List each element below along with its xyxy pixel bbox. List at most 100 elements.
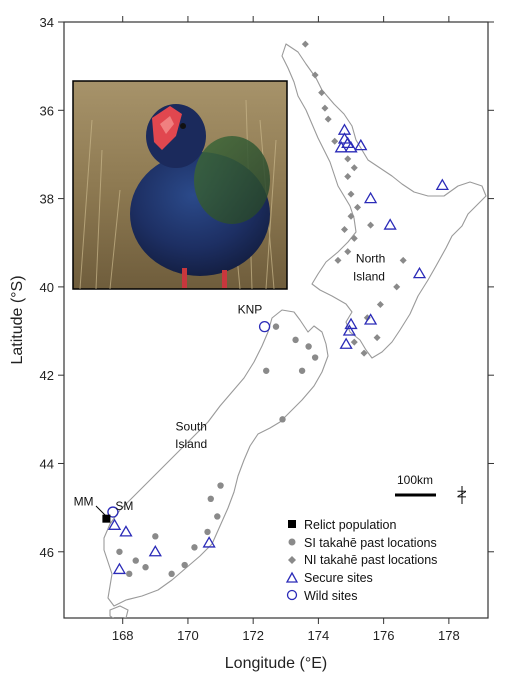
south-island-coastline [103,309,329,607]
si-past-location-18 [142,564,149,571]
wild-site-1 [107,506,119,518]
si-past-location-2 [305,343,312,350]
ni-past-location-15 [334,256,342,264]
ni-past-location-3 [321,104,329,112]
ni-past-location-8 [344,173,352,181]
legend-symbol-triangle [285,571,299,583]
takahe-photo-inset [72,80,288,290]
x-tick-label-5: 178 [438,628,460,643]
si-past-location-15 [132,557,139,564]
ni-past-location-18 [393,283,401,291]
si-past-location-0 [272,323,280,330]
y-axis-title: Latitude (°S) [9,275,26,364]
axes: 168 170 172 174 176 178 34 36 38 40 42 44 46 [40,15,494,643]
x-tick-label-2: 172 [242,628,264,643]
secure-site-16 [112,562,127,575]
ni-past-location-7 [350,164,358,172]
si-past-location-17 [116,548,123,555]
si-past-location-16 [126,570,133,578]
ni-past-location-22 [360,349,368,357]
y-tick-label-2: 38 [40,192,54,207]
scale-bar: 100km [395,473,436,497]
si-past-location-13 [168,570,175,578]
ni-past-location-4 [324,115,332,123]
x-axis-title: Longitude (°E) [225,655,327,672]
ni-past-location-12 [340,225,348,233]
ni-past-location-5 [331,137,339,145]
label-sm: SM [115,499,133,513]
si-past-location-9 [214,513,221,520]
label-north-island: Island [353,269,385,283]
ni-past-location-2 [318,89,326,97]
relict-population-0 [102,514,111,523]
secure-site-4 [344,141,358,153]
north-island-coastline [281,43,487,359]
secure-site-13 [339,337,353,349]
secure-site-9 [412,266,427,279]
si-past-location-7 [217,482,224,489]
secure-site-12 [342,324,357,336]
x-tick-label-3: 174 [308,628,330,643]
wild-site-0 [258,320,271,333]
legend-symbol-square [288,520,296,528]
legend-symbol-circle [286,589,298,601]
y-tick-label-1: 36 [40,103,54,118]
label-knp: KNP [238,302,263,316]
si-past-location-8 [207,495,214,502]
label-south: South [176,419,207,433]
si-past-location-1 [292,336,299,344]
si-past-location-5 [263,367,270,374]
secure-site-15 [119,525,133,537]
ni-past-location-1 [311,71,319,79]
ni-past-location-23 [350,338,358,346]
legend-label-secure: Secure sites [304,571,373,585]
y-tick-label-4: 42 [40,368,54,383]
x-tick-label-0: 168 [112,628,134,643]
x-tick-label-1: 170 [177,628,199,643]
scale-bar-label: 100km [397,473,433,487]
label-mm: MM [74,494,94,508]
y-tick-label-6: 46 [40,545,54,560]
ni-past-location-19 [376,301,384,309]
si-past-location-10 [204,528,211,536]
mm-leader-line [95,505,109,519]
secure-site-17 [148,544,162,557]
y-tick-label-3: 40 [40,280,54,295]
ni-past-location-0 [301,40,309,48]
secure-site-14 [107,518,122,530]
legend-label-wild: Wild sites [304,589,357,603]
ni-past-location-13 [350,234,358,242]
si-past-location-6 [279,416,286,423]
legend-symbol-diamond [288,556,296,564]
si-past-location-3 [311,354,319,361]
map-marks [102,40,449,578]
si-past-location-4 [298,367,306,374]
legend-label-relict: Relict population [304,518,396,532]
ni-past-location-17 [399,256,407,264]
ni-past-location-11 [347,212,355,220]
secure-site-5 [354,138,368,151]
legend-label-ni-past: NI takahē past locations [304,553,437,567]
x-tick-label-4: 176 [373,628,395,643]
stewart-island-coastline [109,605,129,618]
plot-frame [63,21,489,619]
ni-past-location-16 [367,221,375,229]
secure-site-6 [435,178,449,190]
secure-site-7 [363,191,378,204]
secure-site-8 [383,218,397,230]
y-tick-label-5: 44 [40,456,54,471]
si-past-location-12 [181,561,188,569]
ni-past-location-6 [344,155,352,163]
si-past-location-14 [152,533,159,540]
y-tick-label-0: 34 [40,15,54,30]
legend: Relict population SI takahē past locatio… [285,518,437,603]
secure-site-3 [334,141,348,153]
label-north: North [356,252,385,266]
ni-past-location-10 [354,203,362,211]
ni-past-location-21 [373,334,381,342]
si-past-location-11 [191,544,198,551]
legend-label-si-past: SI takahē past locations [304,536,437,550]
secure-site-11 [363,313,378,325]
north-arrow: N [455,486,469,504]
